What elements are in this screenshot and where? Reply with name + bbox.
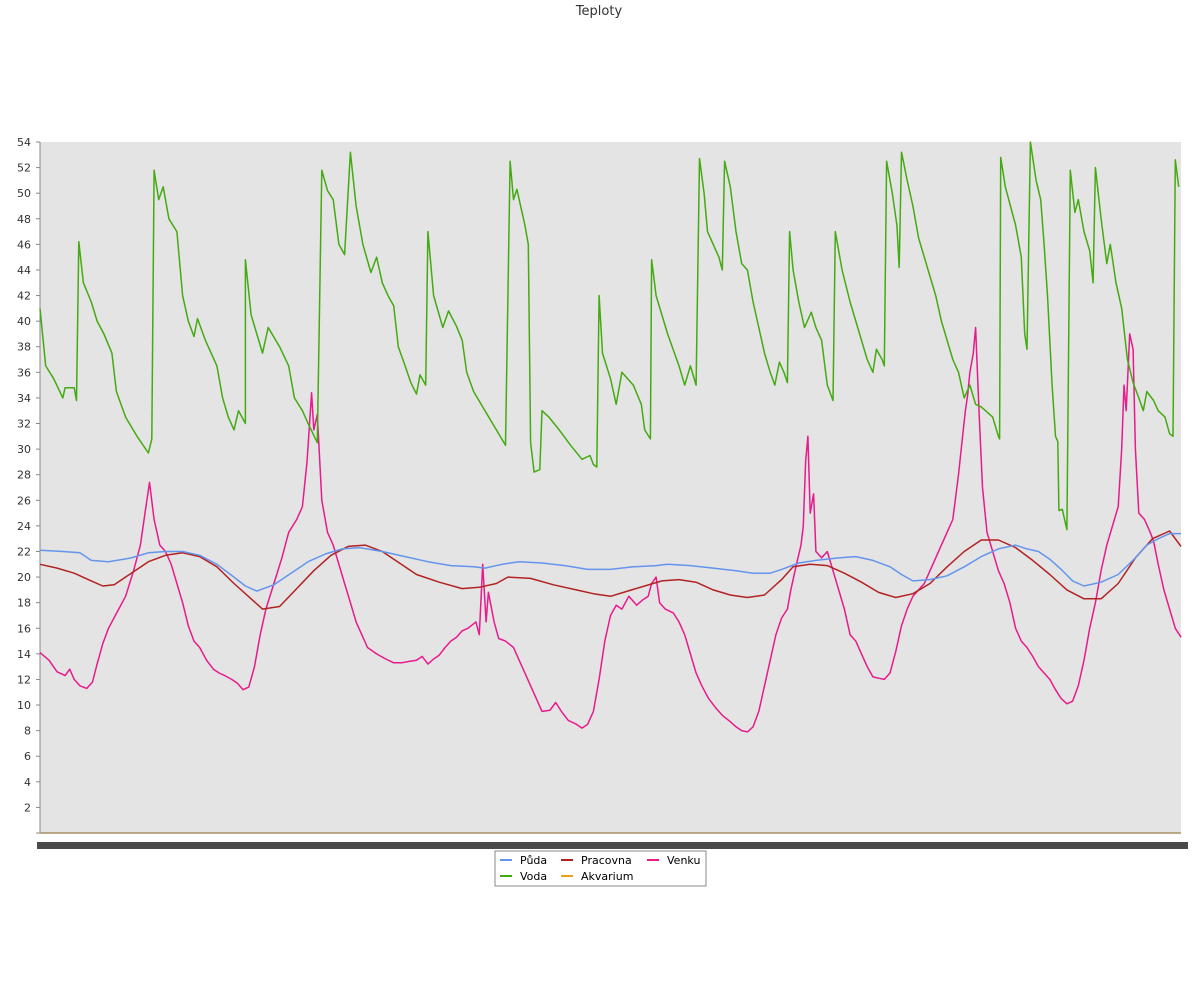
chart-title: Teploty bbox=[575, 4, 623, 19]
y-axis: 2468101214161820222426283032343638404244… bbox=[17, 136, 41, 833]
series-line-voda bbox=[39, 141, 1180, 531]
y-tick-label: 48 bbox=[17, 213, 31, 226]
y-tick-label: 6 bbox=[24, 750, 31, 763]
y-tick-label: 28 bbox=[17, 469, 31, 482]
y-tick-label: 50 bbox=[17, 187, 31, 200]
y-tick-label: 12 bbox=[17, 673, 31, 686]
x-tick-labels-band bbox=[37, 842, 1188, 849]
legend-box bbox=[494, 850, 707, 887]
y-tick-label: 22 bbox=[17, 545, 31, 558]
x-axis bbox=[36, 832, 1188, 849]
y-tick-label: 14 bbox=[17, 648, 31, 661]
y-tick-label: 54 bbox=[17, 136, 31, 149]
series-line-venku bbox=[39, 326, 1182, 733]
y-tick-label: 46 bbox=[17, 238, 31, 251]
legend-label: Voda bbox=[520, 870, 547, 883]
y-tick-label: 20 bbox=[17, 571, 31, 584]
y-tick-label: 38 bbox=[17, 341, 31, 354]
legend: Půda Pracovna Venku Voda Akvarium bbox=[494, 850, 707, 887]
y-tick-label: 42 bbox=[17, 290, 31, 303]
y-tick-label: 36 bbox=[17, 366, 31, 379]
y-tick-label: 34 bbox=[17, 392, 31, 405]
y-tick-label: 32 bbox=[17, 418, 31, 431]
series-line-pracovna bbox=[39, 530, 1182, 610]
y-tick-label: 52 bbox=[17, 162, 31, 175]
legend-label: Akvarium bbox=[581, 870, 633, 883]
legend-label: Půda bbox=[520, 854, 547, 867]
y-tick-label: 24 bbox=[17, 520, 31, 533]
y-tick-label: 18 bbox=[17, 597, 31, 610]
legend-label: Pracovna bbox=[581, 854, 632, 867]
y-tick-label: 26 bbox=[17, 494, 31, 507]
legend-label: Venku bbox=[667, 854, 700, 867]
plot-area bbox=[40, 142, 1181, 833]
y-tick-label: 40 bbox=[17, 315, 31, 328]
y-tick-label: 30 bbox=[17, 443, 31, 456]
y-tick-label: 2 bbox=[24, 801, 31, 814]
series-line-puda bbox=[39, 532, 1181, 592]
y-tick-label: 44 bbox=[17, 264, 31, 277]
y-tick-label: 4 bbox=[24, 776, 31, 789]
y-tick-label: 8 bbox=[24, 725, 31, 738]
y-tick-label: 16 bbox=[17, 622, 31, 635]
y-tick-label: 10 bbox=[17, 699, 31, 712]
